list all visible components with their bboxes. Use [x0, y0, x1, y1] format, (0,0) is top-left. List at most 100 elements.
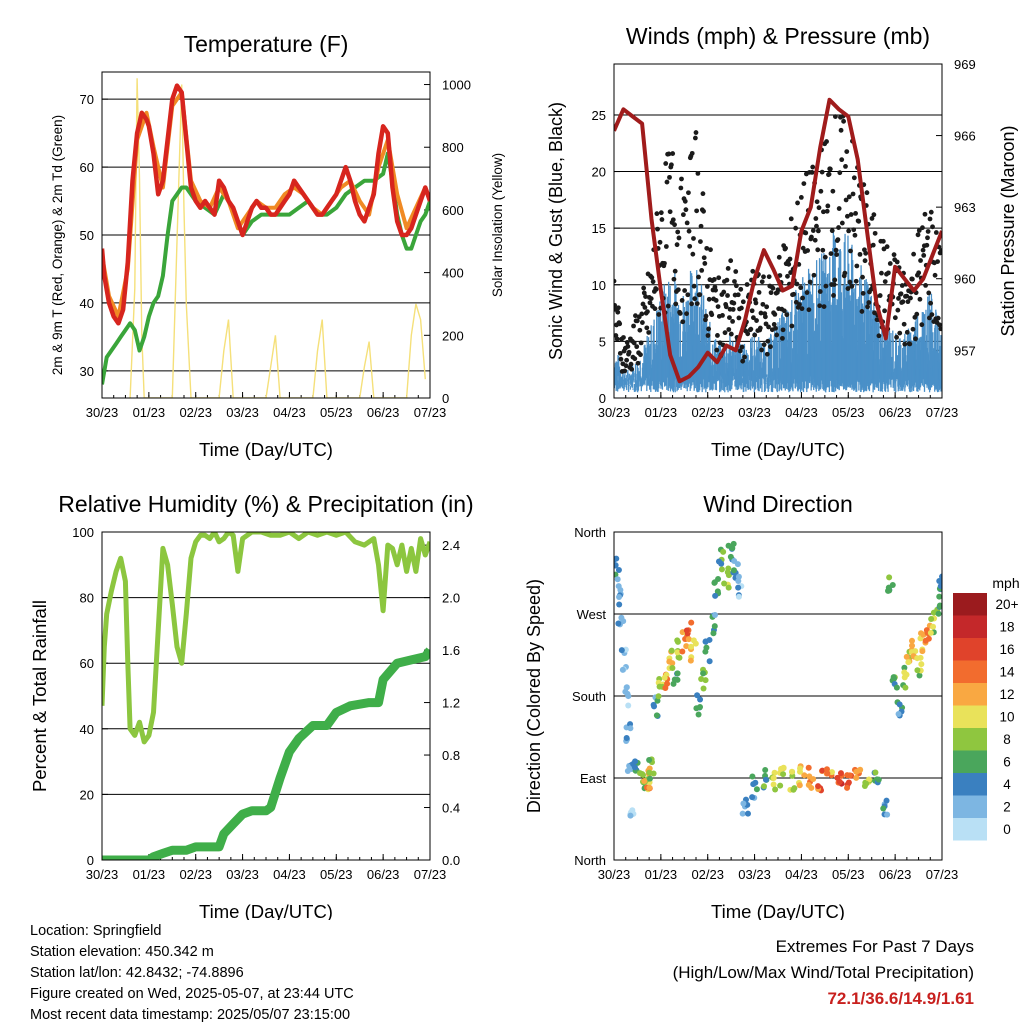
latlon-text: Station lat/lon: 42.8432; -74.8896: [30, 965, 244, 981]
wind-direction-point: [702, 638, 709, 645]
wind-gust-point: [715, 304, 721, 310]
wind-direction-point: [815, 783, 822, 790]
wind-direction-point: [930, 623, 937, 630]
panel3-border: [613, 531, 943, 861]
wind-gust-point: [859, 309, 865, 314]
panel3-ytick-label: North: [574, 525, 606, 540]
wind-gust-point: [839, 220, 845, 226]
wind-direction-point: [685, 636, 692, 643]
wind-gust-point: [680, 319, 686, 325]
wind-direction-point: [692, 640, 699, 647]
legend-label: 0: [1003, 822, 1011, 837]
panel2-ylabel: Percent & Total Rainfall: [29, 600, 50, 792]
panel0-border: [101, 71, 431, 399]
wind-direction-point: [688, 643, 695, 650]
wind-gust-point: [672, 268, 678, 274]
wind-gust-point: [761, 274, 766, 280]
wind-gust-point: [678, 185, 684, 191]
wind-gust-point: [629, 366, 635, 372]
wind-gust-point: [652, 306, 658, 312]
wind-direction-point: [614, 576, 621, 583]
wind-gust-point: [783, 245, 788, 251]
wind-direction-point: [695, 711, 702, 718]
panel2-xtick-label: 06/23: [367, 867, 400, 882]
wind-direction-point: [679, 648, 686, 655]
wind-gust-point: [923, 282, 928, 288]
wind-direction-point: [880, 805, 887, 812]
legend-label: 20+: [996, 597, 1019, 612]
wind-gust-point: [663, 244, 669, 249]
panel1-ytick-right-label: 960: [954, 272, 976, 287]
wind-direction-point: [662, 685, 669, 692]
panel1-ytick-label: 20: [592, 165, 606, 180]
wind-gust-point: [704, 245, 710, 251]
panel2-xtick-label: 01/23: [133, 867, 166, 882]
wind-gust-point: [804, 290, 810, 295]
legend-label: 16: [999, 642, 1014, 657]
wind-direction-point: [901, 664, 908, 671]
wind-gust-point: [666, 151, 672, 157]
wind-gust-point: [932, 272, 938, 278]
wind-gust-point: [928, 300, 934, 306]
panel0-ylabel-right: Solar Insolation (Yellow): [490, 153, 505, 297]
wind-gust-point: [720, 313, 725, 318]
wind-gust-point: [850, 191, 856, 197]
wind-direction-point: [861, 783, 868, 790]
panel2-xtick-label: 30/23: [86, 867, 119, 882]
wind-gust-point: [714, 347, 720, 353]
wind-direction-point: [646, 757, 653, 764]
wind-gust-point: [892, 315, 898, 321]
wind-gust-point: [935, 259, 940, 265]
wind-direction-point: [687, 657, 694, 664]
wind-gust-point: [653, 286, 659, 292]
wind-gust-point: [624, 357, 630, 363]
wind-gust-point: [621, 335, 626, 340]
wind-gust-point: [805, 248, 811, 253]
wind-gust-point: [926, 290, 932, 296]
legend-label: 2: [1003, 800, 1011, 815]
wind-gust-point: [676, 235, 682, 241]
wind-gust-point: [806, 307, 812, 313]
wind-direction-point: [770, 781, 777, 788]
wind-gust-point: [634, 318, 640, 324]
station-info: Location: Springfield Station elevation:…: [30, 921, 354, 1026]
wind-gust-point: [638, 352, 643, 358]
wind-gust-point: [788, 270, 794, 275]
wind-direction-point: [725, 542, 732, 549]
wind-gust-point: [909, 276, 915, 282]
wind-gust-point: [715, 333, 720, 338]
wind-direction-point: [808, 784, 815, 791]
wind-gust-point: [682, 288, 688, 293]
wind-gust-point: [713, 287, 718, 293]
wind-gust-point: [701, 208, 706, 214]
wind-gust-point: [885, 270, 891, 276]
wind-gust-point: [762, 314, 768, 320]
panel0-ytick-right-label: 800: [442, 140, 464, 155]
wind-gust-point: [705, 333, 711, 338]
panel0-ytick-label: 30: [80, 364, 94, 379]
wind-direction-point: [914, 655, 921, 662]
wind-direction-point: [844, 784, 851, 791]
legend-swatch: [953, 705, 987, 728]
panel1-xtick-label: 04/23: [785, 405, 818, 420]
panel0-ytick-label: 50: [80, 228, 94, 243]
wind-direction-point: [903, 653, 910, 660]
wind-direction-point: [771, 769, 778, 776]
wind-gust-point: [838, 127, 844, 133]
wind-gust-point: [788, 216, 794, 222]
wind-gust-point: [853, 211, 858, 216]
wind-direction-point: [739, 810, 746, 817]
wind-gust-point: [679, 297, 685, 303]
wind-gust-point: [733, 283, 739, 289]
wind-gust-point: [731, 300, 737, 306]
wind-gust-point: [759, 347, 764, 353]
panel0-ytick-right-label: 200: [442, 328, 464, 343]
wind-direction-point: [762, 767, 769, 774]
legend-label: 6: [1003, 755, 1011, 770]
wind-gust-point: [922, 211, 928, 217]
wind-gust-point: [863, 250, 869, 256]
wind-direction-point: [669, 664, 676, 671]
wind-direction-point: [623, 684, 630, 691]
wind-gust-point: [780, 335, 785, 341]
wind-gust-point: [694, 301, 700, 307]
